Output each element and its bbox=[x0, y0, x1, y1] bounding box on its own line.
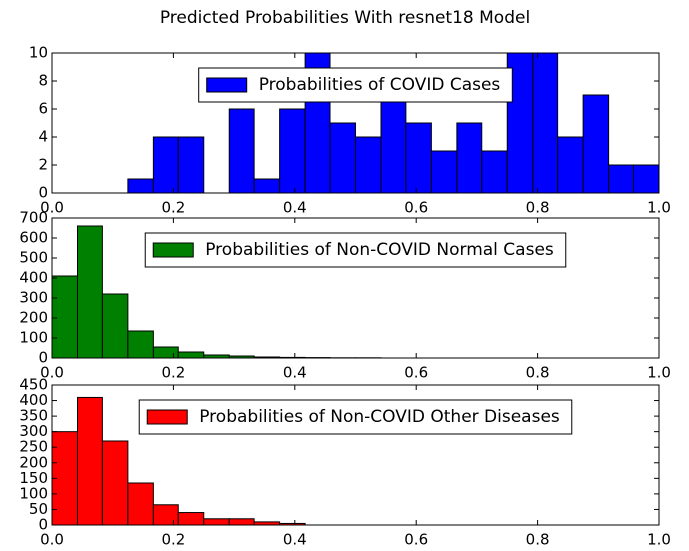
bar bbox=[177, 136, 205, 194]
legend-label: Probabilities of Non-COVID Normal Cases bbox=[205, 240, 554, 260]
bar bbox=[532, 52, 559, 194]
bar bbox=[582, 94, 610, 194]
x-tick-label: 0.4 bbox=[283, 199, 307, 217]
bar bbox=[380, 94, 407, 194]
bar bbox=[405, 122, 432, 194]
bar bbox=[430, 150, 458, 194]
bar bbox=[203, 518, 230, 526]
y-tick-label: 300 bbox=[19, 422, 48, 440]
y-tick-label: 8 bbox=[38, 72, 48, 90]
y-tick-label: 0 bbox=[38, 184, 48, 202]
legend: Probabilities of Non-COVID Other Disease… bbox=[138, 399, 573, 435]
axes-frame bbox=[51, 217, 660, 359]
bar bbox=[329, 122, 357, 194]
legend-swatch bbox=[146, 409, 188, 425]
y-tick-label: 200 bbox=[19, 453, 48, 471]
bar bbox=[177, 351, 205, 359]
legend: Probabilities of Non-COVID Normal Cases bbox=[144, 232, 567, 268]
bar bbox=[76, 396, 103, 526]
y-tick-label: 6 bbox=[38, 100, 48, 118]
legend-label: Probabilities of COVID Cases bbox=[259, 75, 501, 95]
y-tick-label: 100 bbox=[19, 329, 48, 347]
bar bbox=[557, 136, 584, 194]
bar bbox=[608, 164, 635, 194]
y-tick-label: 600 bbox=[19, 229, 48, 247]
x-tick-label: 0.6 bbox=[404, 199, 428, 217]
y-tick-label: 450 bbox=[19, 376, 48, 394]
bar bbox=[152, 346, 179, 359]
axes-frame bbox=[51, 52, 660, 194]
legend-swatch bbox=[152, 242, 194, 258]
bar bbox=[76, 225, 103, 359]
x-tick-label: 0.2 bbox=[161, 531, 185, 549]
y-tick-label: 500 bbox=[19, 249, 48, 267]
y-tick-label: 10 bbox=[29, 44, 48, 62]
legend-label: Probabilities of Non-COVID Other Disease… bbox=[199, 407, 560, 427]
x-tick-label: 0.6 bbox=[404, 364, 428, 382]
x-tick-label: 1.0 bbox=[647, 199, 671, 217]
y-tick-label: 400 bbox=[19, 269, 48, 287]
x-tick-label: 0.8 bbox=[526, 199, 550, 217]
bar bbox=[101, 440, 129, 526]
bar bbox=[152, 136, 179, 194]
y-tick-label: 2 bbox=[38, 156, 48, 174]
y-tick-label: 300 bbox=[19, 289, 48, 307]
y-tick-label: 200 bbox=[19, 309, 48, 327]
y-tick-label: 150 bbox=[19, 469, 48, 487]
y-tick-label: 100 bbox=[19, 484, 48, 502]
bar bbox=[177, 512, 205, 526]
x-tick-label: 1.0 bbox=[647, 531, 671, 549]
bar bbox=[152, 504, 179, 526]
x-tick-label: 0.0 bbox=[40, 531, 64, 549]
legend-frame bbox=[138, 399, 573, 435]
bar bbox=[633, 164, 660, 194]
x-tick-label: 0.2 bbox=[161, 199, 185, 217]
legend: Probabilities of COVID Cases bbox=[198, 67, 513, 103]
bar bbox=[456, 122, 483, 194]
bar bbox=[127, 178, 154, 194]
y-tick-label: 0 bbox=[38, 516, 48, 534]
bar bbox=[127, 482, 154, 526]
x-tick-label: 0.8 bbox=[526, 531, 550, 549]
y-tick-label: 250 bbox=[19, 438, 48, 456]
x-tick-label: 1.0 bbox=[647, 364, 671, 382]
x-tick-label: 0.2 bbox=[161, 364, 185, 382]
legend-frame bbox=[198, 67, 513, 103]
bar bbox=[51, 275, 78, 359]
bar bbox=[101, 293, 129, 359]
y-tick-label: 400 bbox=[19, 391, 48, 409]
x-tick-label: 0.0 bbox=[40, 199, 64, 217]
axes-frame bbox=[51, 384, 660, 526]
x-tick-label: 0.6 bbox=[404, 531, 428, 549]
legend-frame bbox=[144, 232, 567, 268]
bar bbox=[355, 136, 382, 194]
x-tick-label: 0.0 bbox=[40, 364, 64, 382]
y-tick-label: 350 bbox=[19, 407, 48, 425]
figure-title: Predicted Probabilities With resnet18 Mo… bbox=[160, 8, 530, 28]
x-tick-label: 0.8 bbox=[526, 364, 550, 382]
bar bbox=[127, 330, 154, 359]
y-tick-label: 700 bbox=[19, 209, 48, 227]
legend-swatch bbox=[206, 77, 248, 93]
bar bbox=[253, 178, 281, 194]
bar bbox=[279, 108, 306, 194]
y-tick-label: 0 bbox=[38, 349, 48, 367]
y-tick-label: 50 bbox=[29, 500, 48, 518]
bar bbox=[481, 150, 508, 194]
y-tick-label: 4 bbox=[38, 128, 48, 146]
x-tick-label: 0.4 bbox=[283, 531, 307, 549]
bar bbox=[228, 108, 255, 194]
x-tick-label: 0.4 bbox=[283, 364, 307, 382]
bar bbox=[228, 518, 255, 526]
